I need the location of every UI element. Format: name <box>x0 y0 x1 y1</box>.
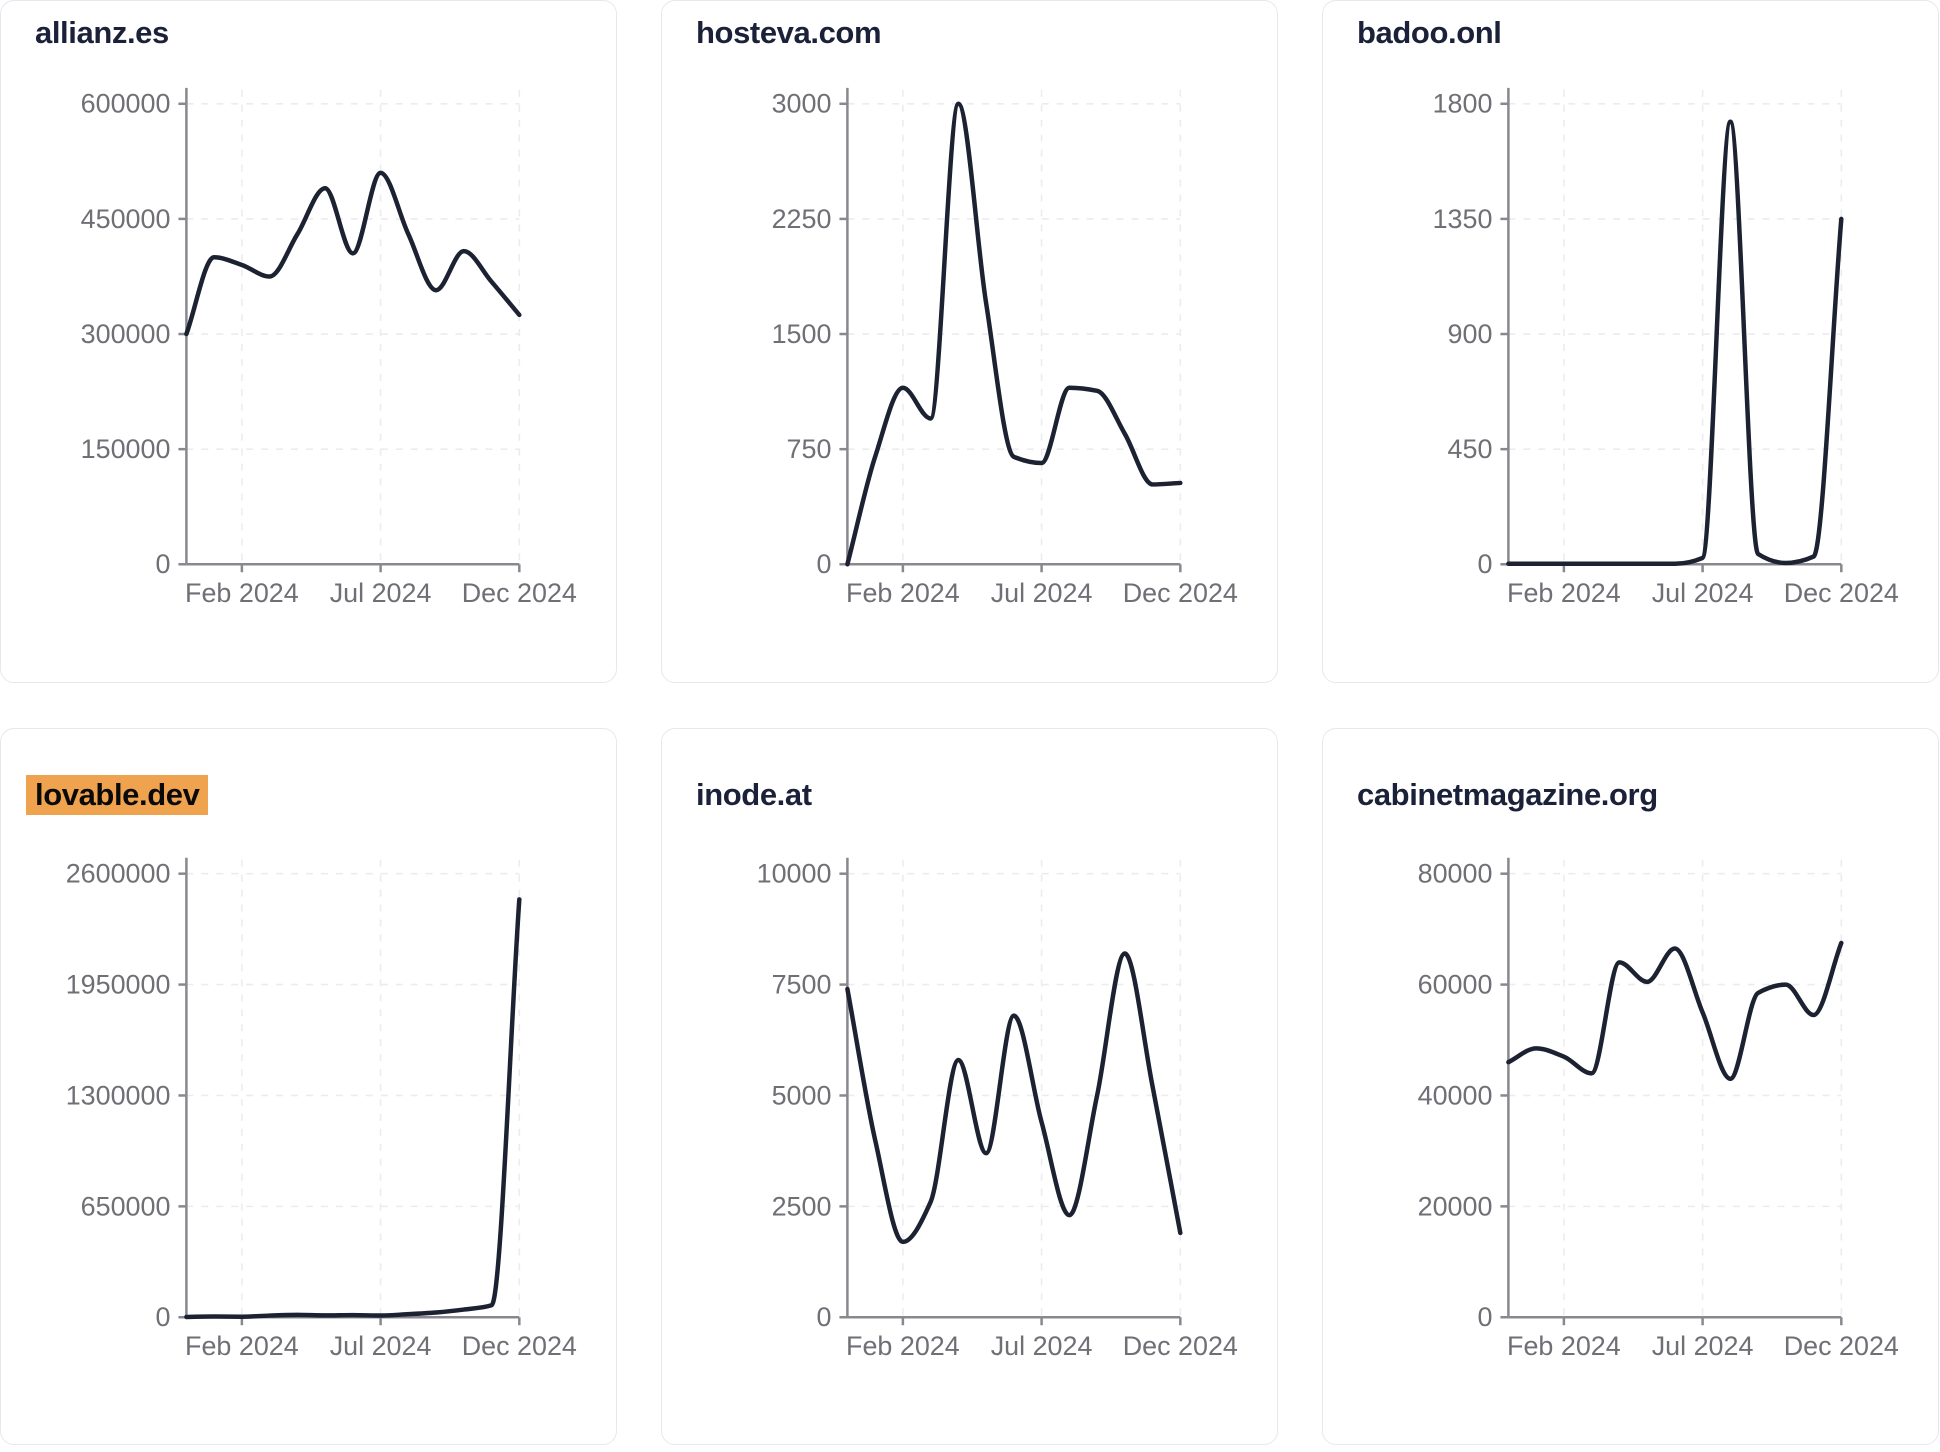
chart-title-text: lovable.dev <box>26 775 209 815</box>
series-line <box>845 951 1183 1245</box>
line-chart: 0 20000 40000 60000 80000 Feb 2024 Jul 2024 Dec… <box>1418 857 1899 1361</box>
chart-title: cabinetmagazine.org <box>1357 775 1658 815</box>
x-tick-label: Jul 2024 <box>330 578 432 608</box>
chart-card-cabinetmagazine: cabinetmagazine.org 0 20000 40000 60000 8000… <box>1322 728 1939 1445</box>
y-tick-label: 1350 <box>1433 204 1493 234</box>
x-tick-label: Feb 2024 <box>1507 578 1621 608</box>
line-chart: 0 750 1500 2250 3000 Feb 2024 Jul 2024 Dec 2024 <box>772 87 1238 608</box>
line-chart: 0 650000 1300000 1950000 2600000 Feb 2024 Jul … <box>66 857 577 1361</box>
y-tick-label: 2500 <box>772 1191 832 1221</box>
y-tick-label: 650000 <box>81 1191 171 1221</box>
y-tick-label: 20000 <box>1418 1191 1493 1221</box>
chart-title-text: allianz.es <box>35 15 169 50</box>
line-chart: 0 2500 5000 7500 10000 Feb 2024 Jul 2024 Dec 20… <box>757 857 1238 1361</box>
chart-card-allianz: allianz.es 0 150000 300000 450000 600000 Feb … <box>0 0 617 683</box>
chart-card-hosteva: hosteva.com 0 750 1500 2250 3000 Feb 2024 Jul … <box>661 0 1278 683</box>
x-tick-label: Feb 2024 <box>185 578 299 608</box>
y-tick-label: 3000 <box>772 89 832 119</box>
x-tick-label: Jul 2024 <box>1652 1331 1754 1361</box>
y-tick-label: 450000 <box>81 204 171 234</box>
y-tick-label: 60000 <box>1418 970 1493 1000</box>
y-tick-label: 300000 <box>81 319 171 349</box>
x-tick-label: Feb 2024 <box>846 1331 960 1361</box>
y-tick-label: 10000 <box>757 859 832 889</box>
chart-title-text: badoo.onl <box>1357 15 1502 50</box>
x-tick-label: Jul 2024 <box>991 1331 1093 1361</box>
x-tick-label: Dec 2024 <box>462 578 577 608</box>
x-tick-label: Feb 2024 <box>846 578 960 608</box>
y-tick-label: 0 <box>1477 1302 1492 1332</box>
y-tick-label: 40000 <box>1418 1080 1493 1110</box>
y-tick-label: 450 <box>1448 434 1493 464</box>
chart-title: allianz.es <box>35 13 169 53</box>
y-tick-label: 2250 <box>772 204 832 234</box>
series-line <box>845 101 1183 567</box>
series-line <box>184 170 522 337</box>
x-tick-label: Feb 2024 <box>1507 1331 1621 1361</box>
chart-title-text: inode.at <box>696 777 812 812</box>
series-line <box>1506 940 1844 1082</box>
chart-title: hosteva.com <box>696 13 882 53</box>
y-tick-label: 5000 <box>772 1080 832 1110</box>
x-tick-label: Dec 2024 <box>1123 578 1238 608</box>
chart-title-text: cabinetmagazine.org <box>1357 777 1658 812</box>
y-tick-label: 0 <box>155 1302 170 1332</box>
y-tick-label: 1300000 <box>66 1080 171 1110</box>
y-tick-label: 2600000 <box>66 859 171 889</box>
y-tick-label: 750 <box>787 434 832 464</box>
chart-card-badoo: badoo.onl 0 450 900 1350 1800 Feb 2024 Jul 202… <box>1322 0 1939 683</box>
series-line <box>1506 119 1844 567</box>
x-tick-label: Jul 2024 <box>1652 578 1754 608</box>
chart-title: badoo.onl <box>1357 13 1502 53</box>
series-line <box>184 897 522 1320</box>
chart-card-inode: inode.at 0 2500 5000 7500 10000 Feb 2024 Jul 2… <box>661 728 1278 1445</box>
y-tick-label: 150000 <box>81 434 171 464</box>
y-tick-label: 0 <box>155 549 170 579</box>
line-chart: 0 450 900 1350 1800 Feb 2024 Jul 2024 Dec 2024 <box>1433 87 1899 608</box>
y-tick-label: 1950000 <box>66 970 171 1000</box>
x-tick-label: Feb 2024 <box>185 1331 299 1361</box>
chart-title: lovable.dev <box>26 775 209 815</box>
y-tick-label: 1500 <box>772 319 832 349</box>
y-tick-label: 0 <box>816 1302 831 1332</box>
y-tick-label: 0 <box>816 549 831 579</box>
y-tick-label: 900 <box>1448 319 1493 349</box>
y-tick-label: 7500 <box>772 970 832 1000</box>
x-tick-label: Dec 2024 <box>1784 578 1899 608</box>
x-tick-label: Dec 2024 <box>462 1331 577 1361</box>
chart-card-lovable: lovable.dev 0 650000 1300000 1950000 2600000… <box>0 728 617 1445</box>
chart-title-text: hosteva.com <box>696 15 882 50</box>
chart-title: inode.at <box>696 775 812 815</box>
y-tick-label: 0 <box>1477 549 1492 579</box>
x-tick-label: Dec 2024 <box>1784 1331 1899 1361</box>
line-chart: 0 150000 300000 450000 600000 Feb 2024 Jul 202… <box>81 87 577 608</box>
y-tick-label: 600000 <box>81 89 171 119</box>
y-tick-label: 1800 <box>1433 89 1493 119</box>
x-tick-label: Jul 2024 <box>330 1331 432 1361</box>
x-tick-label: Jul 2024 <box>991 578 1093 608</box>
y-tick-label: 80000 <box>1418 859 1493 889</box>
x-tick-label: Dec 2024 <box>1123 1331 1238 1361</box>
